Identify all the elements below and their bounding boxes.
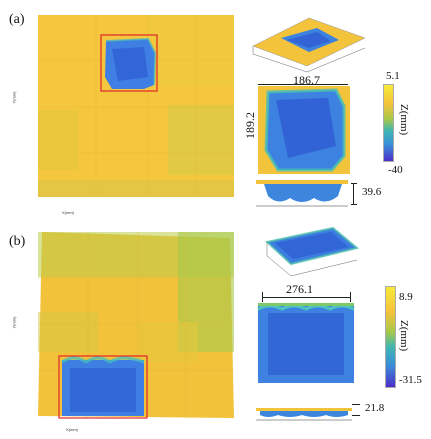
panel-a-cross-section bbox=[256, 180, 348, 212]
panel-a-height-dimension: 189.2 bbox=[243, 112, 257, 139]
panel-b-zoom-map bbox=[257, 303, 355, 383]
panel-b-3d-view bbox=[253, 226, 361, 278]
panel-b-colorbar-max: 8.9 bbox=[399, 291, 413, 303]
panel-b-label: (b) bbox=[9, 234, 26, 249]
panel-b-colorbar bbox=[385, 286, 396, 388]
panel-b-cross-section bbox=[256, 404, 352, 426]
panel-b-scan-map bbox=[38, 232, 234, 419]
panel-b-x-title: X(mm) bbox=[66, 427, 78, 432]
panel-b-width-dimension: 276.1 bbox=[286, 282, 313, 296]
panel-a-3d-view bbox=[247, 8, 369, 73]
panel-a-colorbar-min: -40 bbox=[388, 164, 403, 176]
panel-b-colorbar-min: -31.5 bbox=[399, 374, 422, 386]
panel-a-zoom-map bbox=[258, 86, 350, 174]
panel-b-depth-dimension: 21.8 bbox=[365, 402, 385, 414]
panel-b-width-tick-left bbox=[262, 292, 263, 302]
panel-a-width-line bbox=[258, 84, 348, 85]
panel-a-width-dimension: 186.7 bbox=[293, 73, 320, 87]
panel-b-width-tick-right bbox=[350, 292, 351, 302]
panel-a-x-title: X(mm) bbox=[62, 210, 74, 215]
panel-b-width-line bbox=[262, 297, 350, 298]
panel-a-label: (a) bbox=[9, 12, 25, 27]
panel-a-depth-dimension: 39.6 bbox=[362, 186, 382, 198]
panel-a-colorbar-max: 5.1 bbox=[386, 70, 400, 82]
panel-a-scan-svg bbox=[38, 15, 234, 197]
panel-a-depth-bracket bbox=[351, 183, 357, 205]
panel-a-y-title: Y(mm) bbox=[11, 91, 17, 104]
panel-a-colorbar-title: Z(mm) bbox=[398, 104, 410, 136]
panel-a-colorbar bbox=[383, 84, 394, 162]
panel-b-depth-bracket bbox=[352, 404, 360, 416]
panel-a-scan-map bbox=[38, 15, 234, 197]
panel-b-colorbar-title: Z(mm) bbox=[398, 320, 410, 352]
panel-b-y-title: Y(mm) bbox=[11, 316, 17, 329]
